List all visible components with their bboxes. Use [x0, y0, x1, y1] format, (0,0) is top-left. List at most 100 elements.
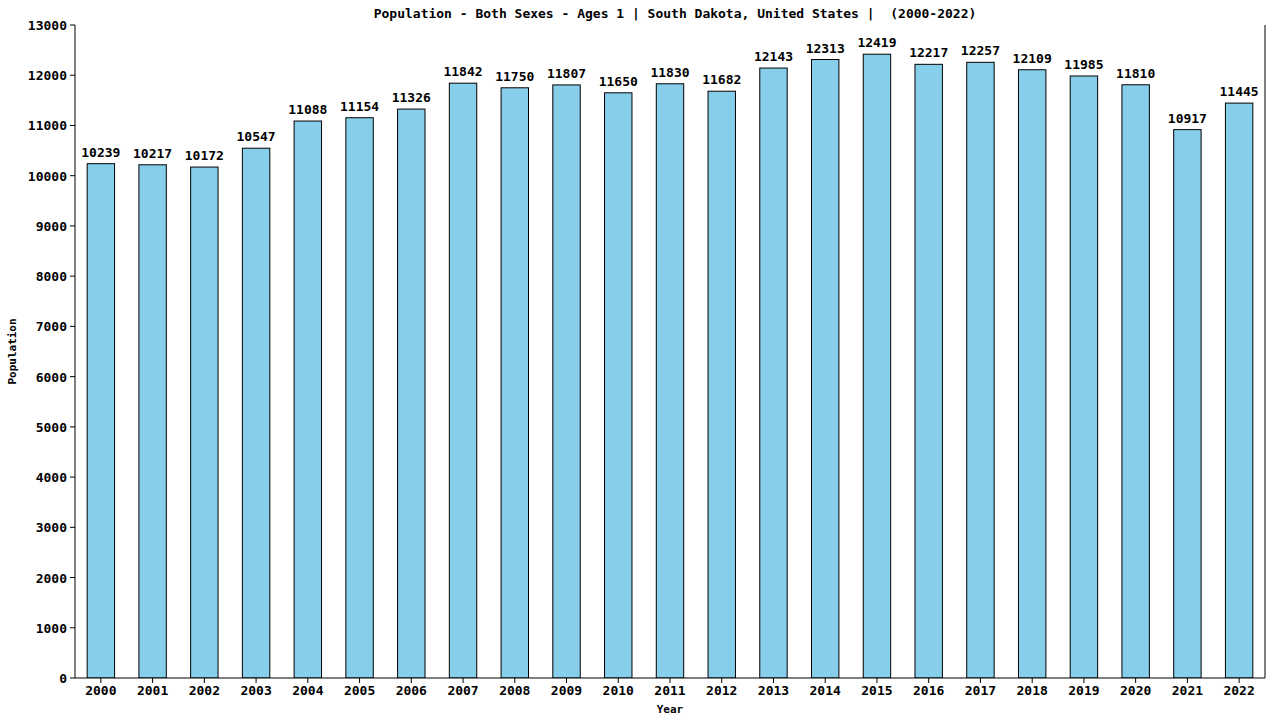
- data-label: 11807: [547, 66, 586, 81]
- data-label: 11154: [340, 99, 379, 114]
- y-tick: [70, 426, 75, 427]
- data-label: 11682: [702, 72, 741, 87]
- x-tick-label: 2009: [551, 683, 582, 698]
- x-tick-label: 2005: [344, 683, 375, 698]
- data-label: 11088: [288, 102, 327, 117]
- y-axis: [75, 25, 76, 678]
- x-tick-label: 2016: [913, 683, 944, 698]
- x-tick-label: 2003: [240, 683, 271, 698]
- y-axis-label: Population: [6, 318, 19, 384]
- bar: [1018, 70, 1045, 678]
- bar: [1122, 85, 1149, 678]
- frame-right: [1265, 25, 1266, 678]
- bar: [501, 88, 528, 678]
- bar: [915, 64, 942, 678]
- bar: [449, 83, 476, 678]
- x-tick-label: 2022: [1223, 683, 1254, 698]
- y-tick: [70, 175, 75, 176]
- x-tick-label: 2015: [861, 683, 892, 698]
- y-tick-label: 9000: [36, 219, 67, 234]
- y-tick: [70, 125, 75, 126]
- y-tick: [70, 527, 75, 528]
- y-tick-label: 4000: [36, 470, 67, 485]
- bar: [242, 148, 269, 678]
- bar: [139, 165, 166, 678]
- x-tick-label: 2020: [1120, 683, 1151, 698]
- y-tick-label: 3000: [36, 520, 67, 535]
- data-label: 11810: [1116, 66, 1155, 81]
- y-tick-label: 0: [59, 671, 67, 686]
- data-label: 12217: [909, 45, 948, 60]
- bar: [1225, 103, 1252, 678]
- y-tick: [70, 276, 75, 277]
- x-tick-label: 2012: [706, 683, 737, 698]
- bar: [398, 109, 425, 678]
- x-tick-label: 2021: [1172, 683, 1203, 698]
- data-label: 11842: [443, 64, 482, 79]
- bar: [605, 93, 632, 678]
- data-label: 11985: [1064, 57, 1103, 72]
- data-label: 11326: [392, 90, 431, 105]
- chart-container: Population - Both Sexes - Ages 1 | South…: [0, 0, 1280, 720]
- x-tick-label: 2018: [1017, 683, 1048, 698]
- data-label: 12313: [806, 41, 845, 56]
- data-label: 10172: [185, 148, 224, 163]
- y-tick-label: 7000: [36, 319, 67, 334]
- y-tick: [70, 75, 75, 76]
- y-tick: [70, 627, 75, 628]
- y-tick-label: 13000: [28, 18, 67, 33]
- x-tick-label: 2000: [85, 683, 116, 698]
- data-label: 10917: [1168, 111, 1207, 126]
- y-tick: [70, 477, 75, 478]
- y-tick-label: 2000: [36, 571, 67, 586]
- y-tick-label: 8000: [36, 269, 67, 284]
- y-tick-label: 1000: [36, 621, 67, 636]
- x-tick-label: 2017: [965, 683, 996, 698]
- bar: [346, 118, 373, 678]
- bar: [812, 60, 839, 678]
- data-label: 11750: [495, 69, 534, 84]
- bar: [656, 84, 683, 678]
- bar: [863, 54, 890, 678]
- bars: [87, 54, 1253, 678]
- y-tick: [70, 25, 75, 26]
- x-tick-label: 2010: [603, 683, 634, 698]
- title: Population - Both Sexes - Ages 1 | South…: [374, 6, 977, 21]
- data-label: 10239: [81, 145, 120, 160]
- data-label: 11445: [1220, 84, 1259, 99]
- y-tick: [70, 326, 75, 327]
- chart: Population - Both Sexes - Ages 1 | South…: [0, 0, 1280, 720]
- y-tick-label: 12000: [28, 68, 67, 83]
- x-tick-label: 2002: [189, 683, 220, 698]
- y-tick-label: 5000: [36, 420, 67, 435]
- x-tick-label: 2011: [654, 683, 685, 698]
- bar: [191, 167, 218, 678]
- x-tick-label: 2001: [137, 683, 168, 698]
- y-tick: [70, 225, 75, 226]
- bar: [1174, 130, 1201, 678]
- x-tick-label: 2007: [447, 683, 478, 698]
- data-label: 10547: [237, 129, 276, 144]
- x-tick-label: 2019: [1068, 683, 1099, 698]
- x-tick-label: 2006: [396, 683, 427, 698]
- x-tick-label: 2014: [810, 683, 841, 698]
- y-tick: [70, 577, 75, 578]
- bar: [708, 91, 735, 678]
- data-label: 12143: [754, 49, 793, 64]
- data-label: 12109: [1013, 51, 1052, 66]
- y-tick-label: 6000: [36, 370, 67, 385]
- x-tick-label: 2004: [292, 683, 323, 698]
- y-tick-label: 11000: [28, 118, 67, 133]
- bar: [87, 164, 114, 678]
- data-label: 12419: [857, 35, 896, 50]
- y-tick: [70, 678, 75, 679]
- x-axis-label: Year: [657, 703, 684, 716]
- bar: [1070, 76, 1097, 678]
- x-tick-label: 2013: [758, 683, 789, 698]
- data-label: 12257: [961, 43, 1000, 58]
- bar: [553, 85, 580, 678]
- data-label: 11650: [599, 74, 638, 89]
- bar: [967, 62, 994, 678]
- bar: [760, 68, 787, 678]
- background: [0, 0, 1280, 720]
